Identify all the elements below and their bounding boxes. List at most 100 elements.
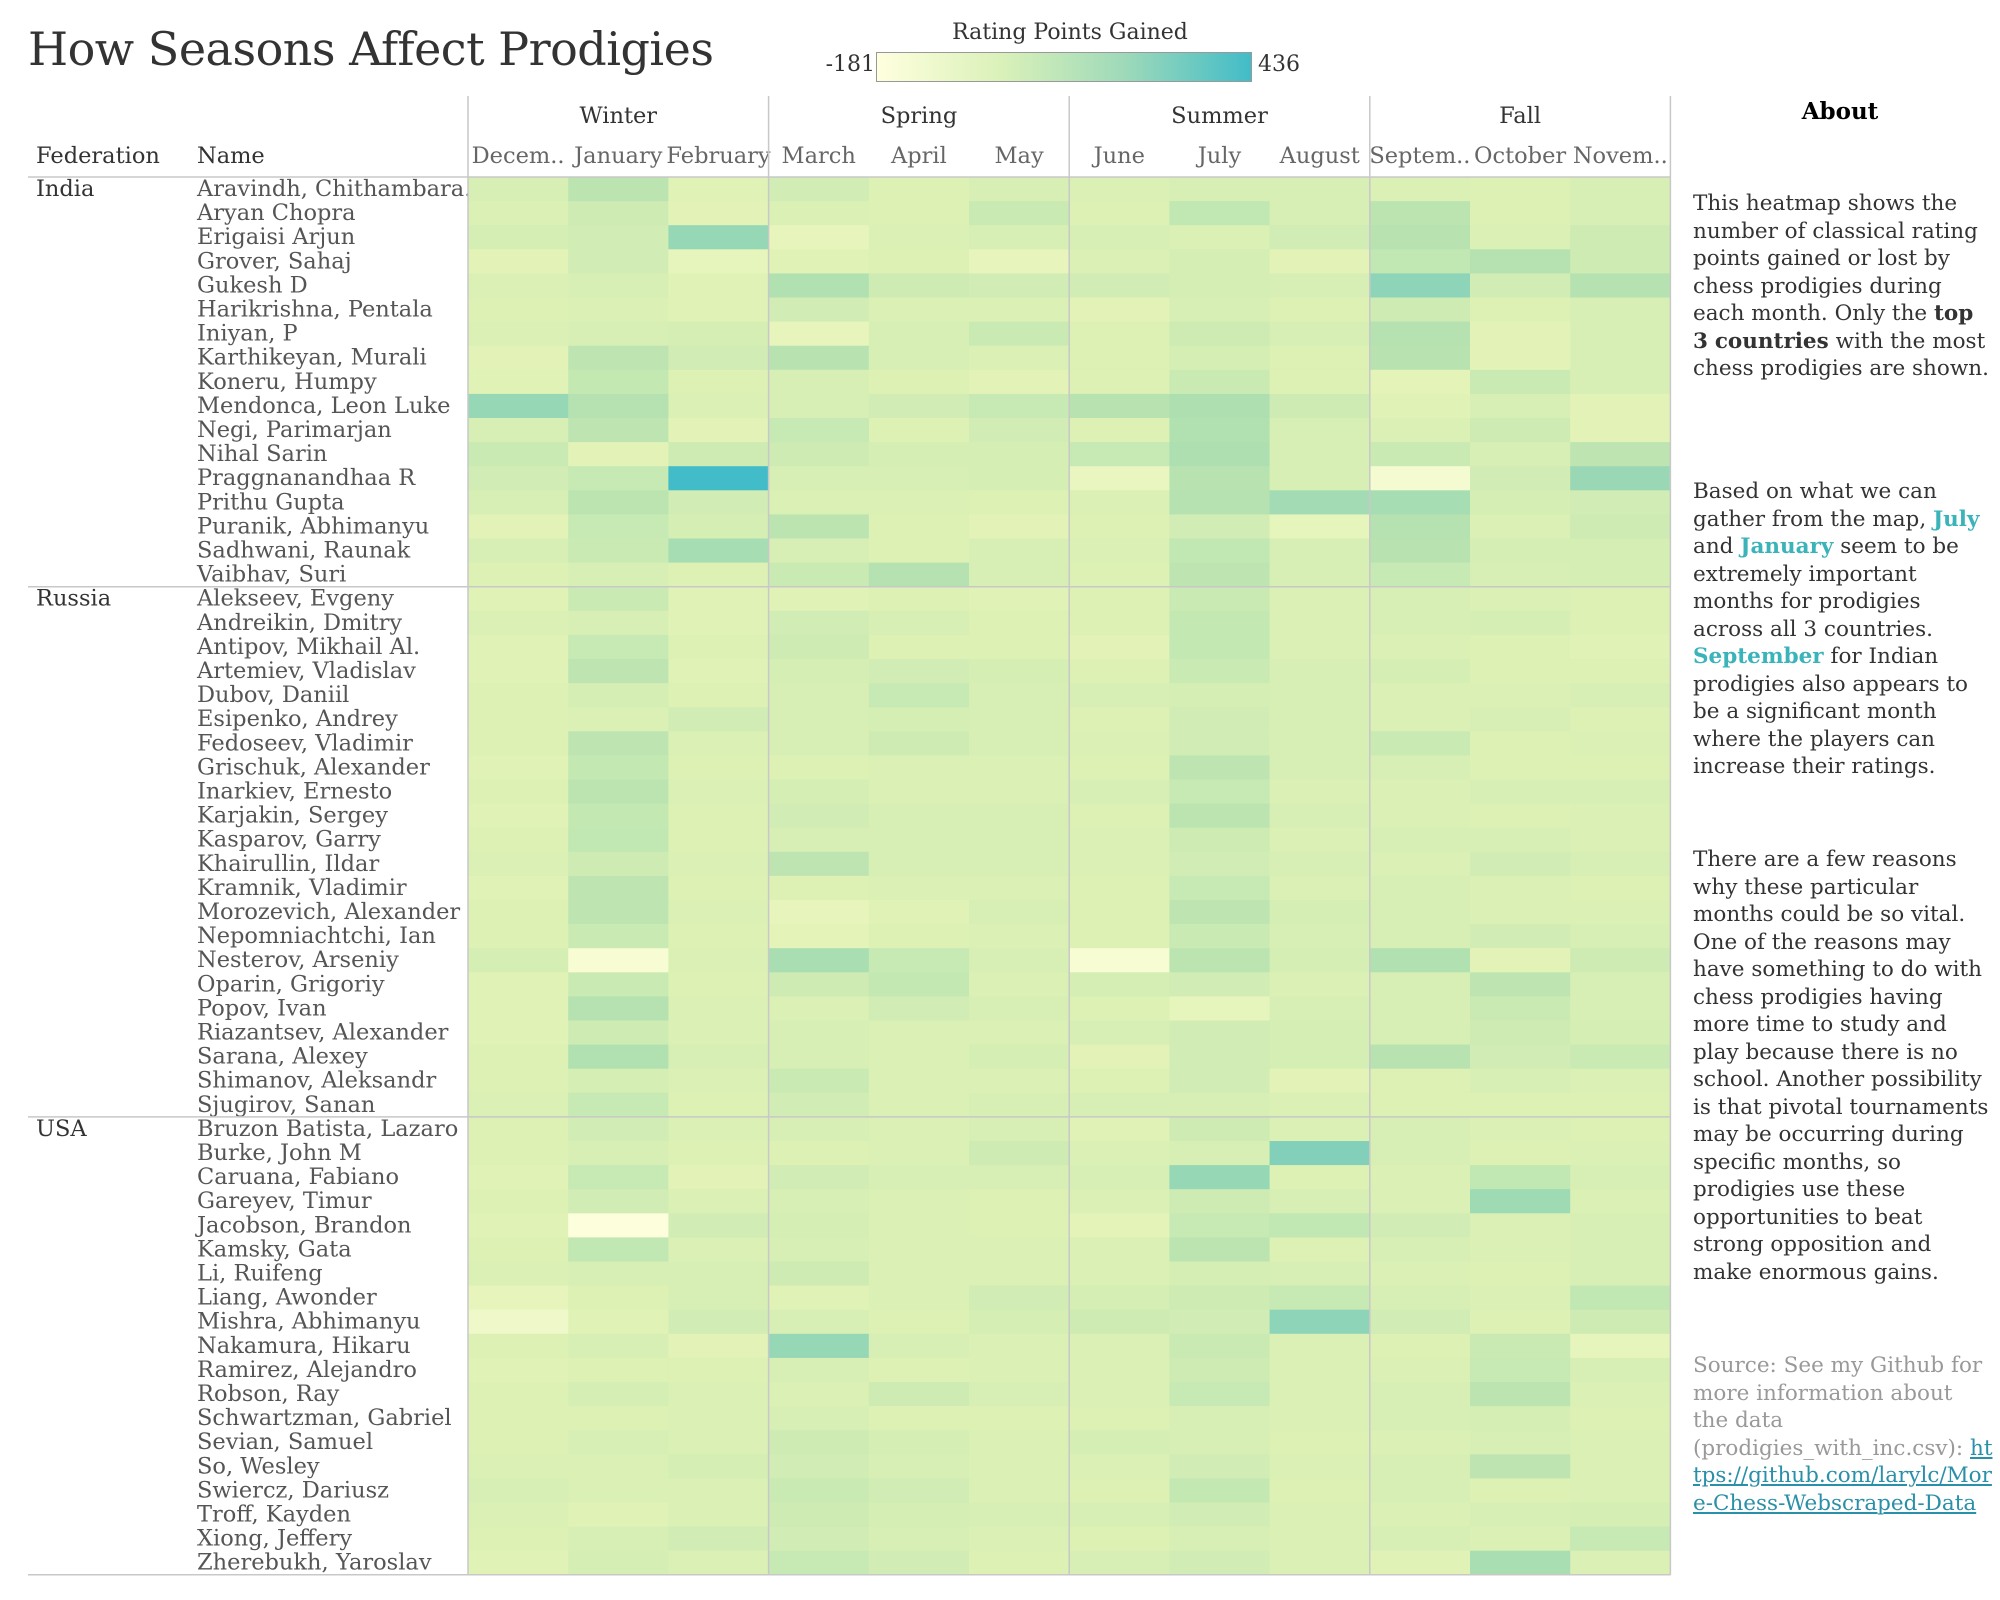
heatmap-cell xyxy=(668,1116,770,1142)
heatmap-cell xyxy=(468,803,569,829)
heatmap-cell xyxy=(668,610,770,636)
heatmap-cell xyxy=(468,1382,569,1407)
heatmap-cell xyxy=(1369,1454,1471,1479)
month-label: Novem.. xyxy=(1573,143,1668,169)
heatmap-cell xyxy=(1269,249,1371,274)
heatmap-cell xyxy=(969,1068,1070,1094)
heatmap-cell xyxy=(1369,1020,1471,1046)
source-link[interactable]: https://github.com/larylc/More-Chess-Web… xyxy=(1693,1435,1993,1516)
heatmap-cell xyxy=(468,418,569,443)
heatmap-cell xyxy=(1069,1165,1170,1190)
heatmap-cell xyxy=(568,249,669,274)
heatmap-cell xyxy=(1269,1430,1371,1455)
heatmap-cell xyxy=(1269,1406,1371,1431)
heatmap-cell xyxy=(1570,1406,1671,1431)
heatmap-cell xyxy=(1369,924,1471,949)
heatmap-cell xyxy=(1369,1526,1471,1552)
heatmap-cell xyxy=(1069,1189,1170,1214)
heatmap-cell xyxy=(969,393,1070,419)
heatmap-cell xyxy=(1369,586,1471,612)
heatmap-cell xyxy=(1570,875,1671,901)
heatmap-cell xyxy=(868,442,970,467)
heatmap-cell xyxy=(568,948,669,973)
color-legend-bar[interactable] xyxy=(876,52,1252,82)
heatmap-cell xyxy=(468,562,569,588)
heatmap-cell xyxy=(768,1092,870,1118)
heatmap-cell xyxy=(1470,731,1571,756)
heatmap-cell xyxy=(1169,297,1271,323)
heatmap-cell xyxy=(668,827,770,853)
heatmap-cell xyxy=(768,1454,870,1479)
heatmap-cell xyxy=(468,345,569,371)
heatmap-cell xyxy=(468,273,569,299)
heatmap-cell xyxy=(1570,225,1671,250)
heatmap-cell xyxy=(1369,755,1471,781)
heatmap-cell xyxy=(868,1550,970,1576)
heatmap-cell xyxy=(868,755,970,781)
player-name-label: Mendonca, Leon Luke xyxy=(197,393,450,419)
about-p1-countries: countries xyxy=(1714,328,1829,354)
heatmap-cell xyxy=(1470,851,1571,877)
heatmap-cell xyxy=(1570,418,1671,443)
heatmap-cell xyxy=(1069,249,1170,274)
heatmap-cell xyxy=(969,1044,1070,1070)
player-name-label: Iniyan, P xyxy=(197,321,298,347)
heatmap-cell xyxy=(868,731,970,756)
heatmap-cell xyxy=(1369,1430,1471,1455)
heatmap-cell xyxy=(1470,827,1571,853)
heatmap-cell xyxy=(768,707,870,732)
heatmap-cell xyxy=(768,1044,870,1070)
heatmap-cell xyxy=(1169,659,1271,684)
heatmap-cell xyxy=(668,1550,770,1576)
heatmap-cell xyxy=(1269,659,1371,684)
heatmap-cell xyxy=(668,321,770,347)
heatmap-cell xyxy=(1570,1478,1671,1504)
heatmap-cell xyxy=(969,803,1070,829)
heatmap-cell xyxy=(1470,201,1571,226)
heatmap-cell xyxy=(1269,225,1371,250)
heatmap-cell xyxy=(1169,996,1271,1022)
heatmap-cell xyxy=(1069,1261,1170,1287)
heatmap-cell xyxy=(668,1406,770,1431)
heatmap-cell xyxy=(1369,1550,1471,1576)
heatmap-cell xyxy=(1570,1189,1671,1214)
heatmap-cell xyxy=(768,1550,870,1576)
heatmap-cell xyxy=(1570,900,1671,925)
heatmap-cell xyxy=(868,1333,970,1359)
heatmap-cell xyxy=(1570,345,1671,371)
heatmap-cell xyxy=(668,514,770,540)
heatmap-cell xyxy=(1169,924,1271,949)
heatmap-cell xyxy=(568,924,669,949)
heatmap-cell xyxy=(668,1526,770,1552)
player-name-label: Puranik, Abhimanyu xyxy=(197,513,429,539)
heatmap-cell xyxy=(668,1261,770,1287)
heatmap-cell xyxy=(969,634,1070,660)
heatmap-cell xyxy=(1369,972,1471,997)
heatmap-cell xyxy=(568,466,669,491)
about-paragraph-3: There are a few reasons why these partic… xyxy=(1693,847,1989,1285)
heatmap-cell xyxy=(1369,201,1471,226)
heatmap-cell xyxy=(1570,249,1671,274)
heatmap-cell xyxy=(1470,1092,1571,1118)
heatmap-cell xyxy=(1169,1020,1271,1046)
heatmap-cell xyxy=(1169,249,1271,274)
heatmap-cell xyxy=(868,779,970,805)
heatmap-cell xyxy=(969,1165,1070,1190)
heatmap-cell xyxy=(1069,321,1170,347)
heatmap-cell xyxy=(1169,755,1271,781)
player-name-label: Fedoseev, Vladimir xyxy=(197,730,413,756)
heatmap-chart: Federation Name Winter Decem.. January Februa… xyxy=(28,96,1672,1576)
heatmap-cell xyxy=(568,442,669,467)
heatmap-cell xyxy=(468,1454,569,1479)
heatmap-cell xyxy=(868,900,970,925)
player-name-label: Andreikin, Dmitry xyxy=(196,610,402,636)
player-name-label: Artemiev, Vladislav xyxy=(196,658,416,684)
heatmap-cell xyxy=(868,1116,970,1142)
heatmap-cell xyxy=(468,1213,569,1238)
heatmap-cell xyxy=(1069,1502,1170,1528)
heatmap-cell xyxy=(868,490,970,515)
heatmap-cell xyxy=(568,900,669,925)
heatmap-cell xyxy=(868,1020,970,1046)
heatmap-cell xyxy=(1470,1454,1571,1479)
heatmap-cell xyxy=(868,177,970,202)
